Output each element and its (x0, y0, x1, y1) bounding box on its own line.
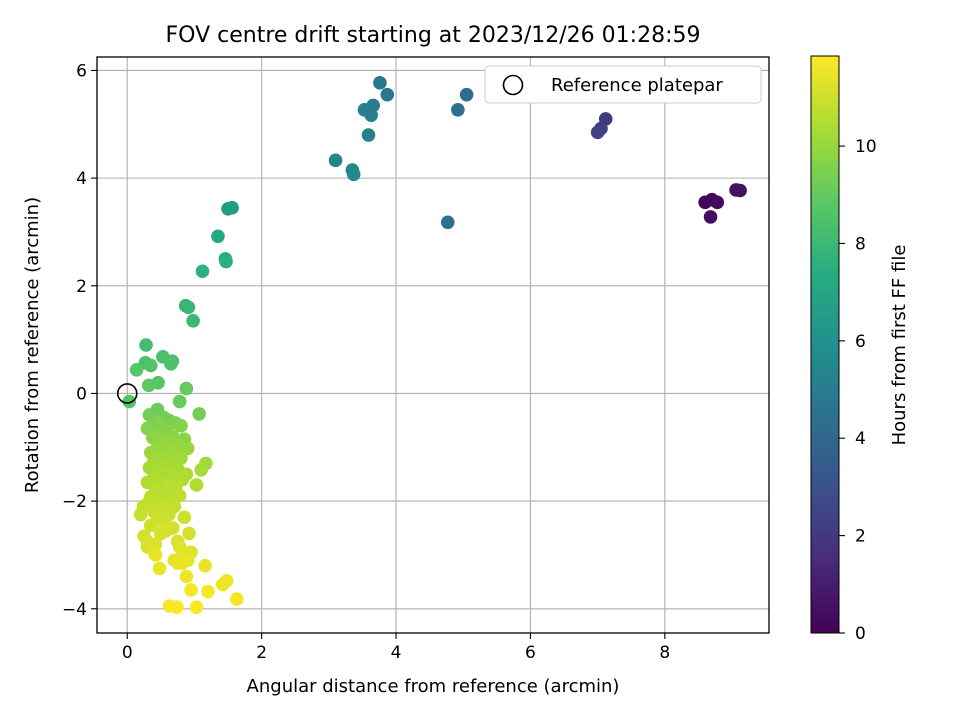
scatter-point (451, 102, 465, 117)
legend: Reference platepar (484, 65, 762, 104)
scatter-point (229, 592, 244, 606)
x-tick-label: 6 (525, 643, 536, 663)
y-axis-label: Rotation from reference (arcmin) (22, 197, 43, 493)
reference-marker (116, 383, 138, 404)
scatter-point (174, 451, 188, 465)
reference-platepar-point (116, 383, 138, 404)
scatter-point (186, 313, 200, 328)
scatter-point (364, 108, 378, 122)
scatter-point (141, 378, 156, 393)
scatter-point (170, 600, 184, 614)
scatter-point (148, 548, 163, 562)
scatter-point (189, 600, 204, 614)
scatter-point (184, 583, 198, 597)
scatter-point (440, 215, 455, 230)
scatter-point (179, 569, 194, 584)
x-tick-label: 8 (659, 643, 670, 663)
scatter-point (179, 381, 194, 396)
scatter-point (180, 441, 195, 456)
scatter-point (154, 526, 168, 541)
scatter-point (328, 153, 343, 168)
scatter-point (189, 478, 204, 492)
scatter-point (143, 518, 158, 533)
scatter-point (177, 510, 192, 525)
legend-box (484, 65, 762, 104)
scatter-point (194, 463, 208, 477)
scatter-point (182, 526, 196, 541)
scatter-point (181, 300, 196, 315)
y-tick-label: 4 (76, 169, 87, 189)
scatter-point (380, 87, 395, 102)
colorbar-gradient (810, 55, 840, 634)
colorbar-tick-label: 8 (855, 234, 866, 254)
scatter-point (211, 229, 225, 244)
scatter-point (133, 507, 148, 522)
x-axis-label: Angular distance from reference (arcmin) (247, 676, 620, 697)
scatter-point (198, 558, 212, 573)
scatter-point (139, 338, 153, 352)
scatter-point (215, 577, 230, 592)
scatter-point (361, 128, 376, 142)
scatter-point (129, 362, 144, 377)
scatter-point (225, 200, 239, 215)
colorbar-tick-label: 10 (855, 137, 877, 157)
data-points (122, 76, 747, 614)
chart-title: FOV centre drift starting at 2023/12/26 … (166, 23, 701, 48)
colorbar: 0 2 4 6 8 10 Hours from first FF file (810, 55, 910, 644)
scatter-point (122, 394, 137, 409)
colorbar-tick-label: 4 (855, 429, 866, 449)
scatter-point (201, 584, 215, 599)
scatter-point (710, 195, 725, 210)
plot-area-frame (96, 56, 770, 634)
y-axis-ticks: −4 −2 0 2 4 6 (62, 61, 97, 620)
scatter-point (164, 357, 178, 371)
scatter-point (175, 556, 190, 570)
scatter-point (143, 358, 158, 373)
scatter-point (195, 264, 210, 279)
colorbar-ticks: 0 2 4 6 8 10 (839, 137, 877, 644)
scatter-point (703, 210, 718, 224)
x-tick-label: 4 (391, 643, 402, 663)
scatter-point (192, 407, 206, 421)
colorbar-tick-label: 2 (855, 527, 866, 547)
scatter-point (733, 183, 747, 198)
scatter-point (346, 167, 361, 182)
legend-reference-marker (502, 74, 524, 96)
scatter-point (172, 394, 187, 409)
colorbar-tick-label: 6 (855, 332, 866, 352)
x-axis-ticks: 0 2 4 6 8 (122, 633, 670, 663)
y-tick-label: −2 (62, 492, 87, 512)
x-tick-label: 2 (256, 643, 267, 663)
scatter-point (590, 125, 605, 140)
colorbar-label: Hours from first FF file (889, 245, 910, 446)
x-tick-label: 0 (122, 643, 133, 663)
scatter-point (152, 561, 167, 576)
y-tick-label: 6 (76, 61, 87, 81)
legend-label: Reference platepar (551, 75, 723, 96)
scatter-point (373, 76, 387, 90)
y-tick-label: 2 (76, 277, 87, 297)
scatter-point (459, 87, 474, 102)
colorbar-tick-label: 0 (855, 624, 866, 644)
y-tick-label: −4 (62, 600, 87, 620)
grid-lines (97, 57, 769, 633)
scatter-point (174, 418, 188, 433)
y-tick-label: 0 (76, 384, 87, 404)
scatter-point (219, 254, 233, 269)
